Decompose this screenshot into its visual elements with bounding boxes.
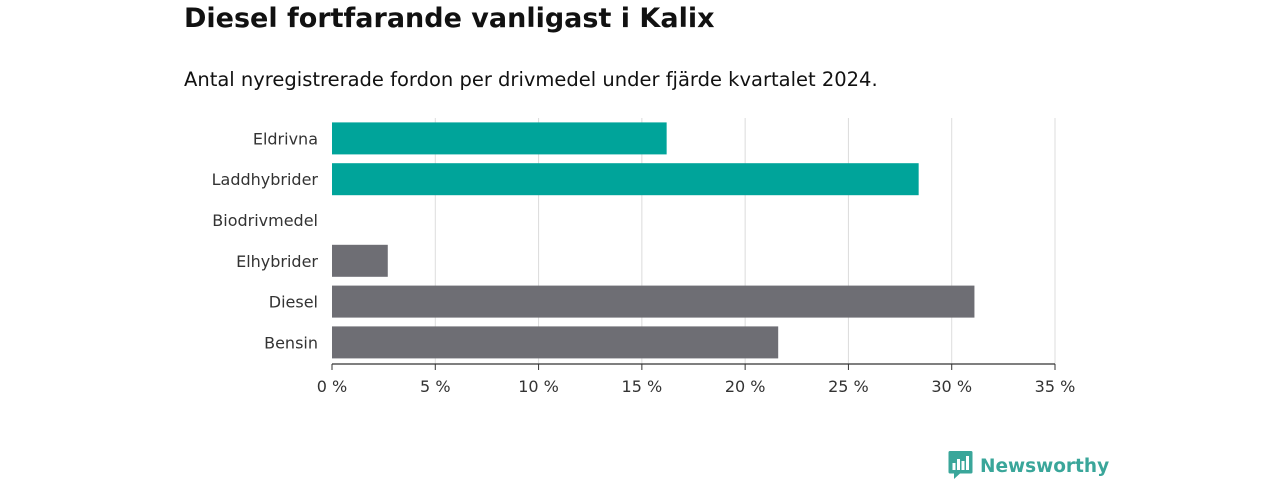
bar xyxy=(332,326,779,359)
x-tick-label: 25 % xyxy=(828,377,869,396)
newsworthy-logo-icon xyxy=(948,450,973,484)
bar xyxy=(332,285,975,318)
x-axis: 0 % 5 % 10 % 15 % 20 % 25 % 30 % 35 % xyxy=(317,363,1076,396)
bar xyxy=(332,163,919,196)
bar xyxy=(332,244,388,277)
x-tick-label: 15 % xyxy=(622,377,663,396)
x-tick-label: 5 % xyxy=(420,377,450,396)
category-label: Laddhybrider xyxy=(212,170,319,189)
category-label: Bensin xyxy=(264,333,318,352)
category-label: Eldrivna xyxy=(253,129,318,148)
bar xyxy=(332,122,667,155)
x-tick-label: 35 % xyxy=(1035,377,1076,396)
x-tick-label: 10 % xyxy=(518,377,559,396)
x-tick-label: 30 % xyxy=(931,377,972,396)
brand-name: Newsworthy xyxy=(980,456,1110,477)
bars xyxy=(332,122,975,359)
x-tick-label: 0 % xyxy=(317,377,347,396)
chart-title: Diesel fortfarande vanligast i Kalix xyxy=(184,3,715,34)
category-label: Diesel xyxy=(269,293,318,312)
x-tick-label: 20 % xyxy=(725,377,766,396)
category-label: Biodrivmedel xyxy=(212,211,318,230)
newsworthy-brand[interactable]: Newsworthy xyxy=(948,450,1109,484)
category-label: Elhybrider xyxy=(236,252,318,271)
chart-subtitle: Antal nyregistrerade fordon per drivmede… xyxy=(184,68,878,91)
grid-lines xyxy=(434,118,1056,364)
category-labels: Eldrivna Laddhybrider Biodrivmedel Elhybrid… xyxy=(212,129,319,352)
